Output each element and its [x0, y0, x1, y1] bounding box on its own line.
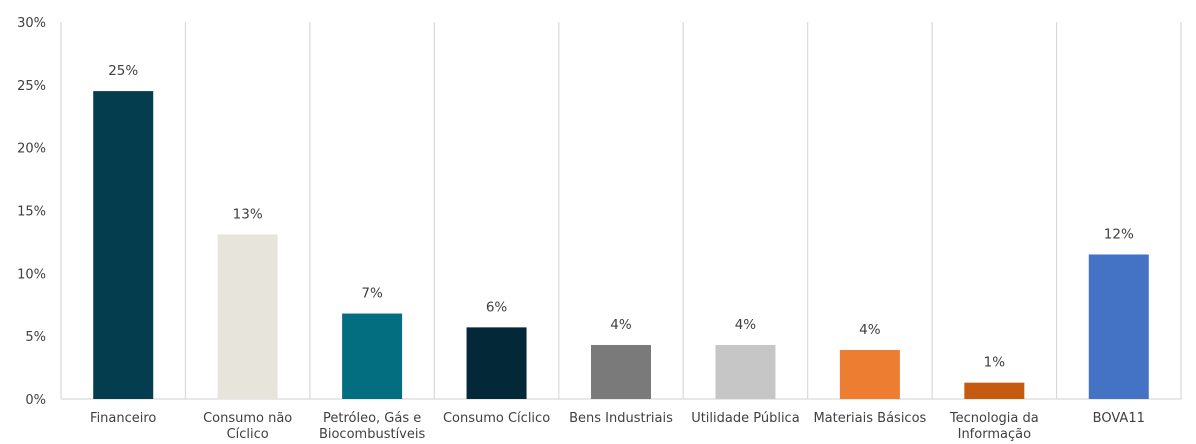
y-tick-label: 5% — [25, 330, 46, 345]
category-label: Bens Industriais — [569, 411, 673, 426]
data-label: 12% — [1104, 226, 1134, 242]
data-label: 4% — [610, 317, 632, 333]
category-gridlines — [60, 22, 1182, 399]
y-tick-label: 0% — [25, 393, 46, 408]
category-label: Utilidade Pública — [691, 411, 800, 426]
bar — [839, 349, 900, 399]
category-label: BOVA11 — [1093, 411, 1145, 426]
data-label: 4% — [859, 322, 881, 338]
y-tick-label: 20% — [17, 142, 46, 157]
bar — [715, 344, 776, 399]
y-tick-label: 25% — [17, 79, 46, 94]
y-tick-label: 30% — [17, 16, 46, 31]
category-label: Petróleo, Gás e Biocombustíveis — [319, 411, 426, 442]
bar — [217, 234, 278, 399]
bar — [93, 91, 154, 399]
bar — [342, 313, 403, 399]
bars — [93, 91, 1149, 399]
category-label: Tecnologia da Informação — [949, 411, 1039, 442]
category-label: Materiais Básicos — [813, 411, 926, 426]
bar — [466, 327, 527, 399]
y-tick-label: 15% — [17, 205, 46, 220]
bar — [1088, 254, 1149, 399]
data-label: 1% — [984, 355, 1006, 371]
data-label: 13% — [233, 206, 263, 222]
category-label: Consumo Cíclico — [443, 411, 550, 426]
data-label: 4% — [735, 317, 757, 333]
category-label: Financeiro — [90, 411, 156, 426]
data-label: 25% — [108, 63, 138, 79]
bar — [591, 344, 651, 399]
y-tick-label: 10% — [17, 267, 46, 282]
data-labels: 25% 13% 7% 6% 4% 4% 4% 1% 12% — [108, 63, 1134, 371]
category-label: Consumo não Cíclico — [203, 411, 292, 442]
bar — [964, 382, 1025, 399]
y-axis-ticks: 0% 5% 10% 15% 20% 25% 30% — [17, 16, 46, 408]
data-label: 6% — [486, 299, 508, 315]
data-label: 7% — [361, 286, 383, 302]
category-labels: Financeiro Consumo não Cíclico Petróleo, Gá… — [90, 411, 1145, 442]
